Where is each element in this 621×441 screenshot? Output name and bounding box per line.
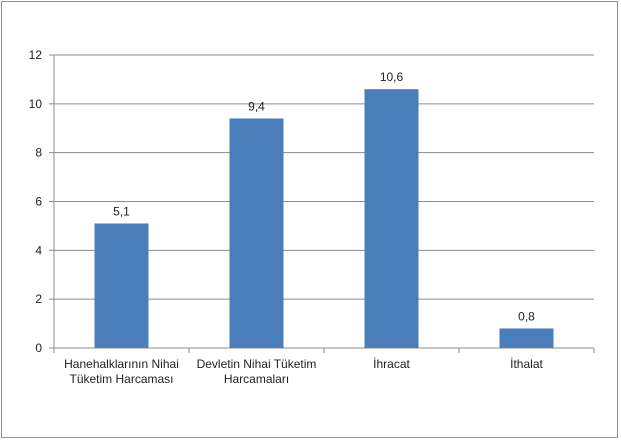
data-label: 10,6 [380, 70, 404, 84]
y-tick-label: 12 [29, 48, 43, 62]
bar [229, 118, 284, 348]
bar [499, 328, 554, 348]
bar [94, 223, 149, 348]
data-label: 5,1 [113, 204, 130, 218]
y-tick-label: 2 [35, 292, 42, 306]
y-tick-label: 10 [29, 97, 43, 111]
x-tick-label: Tüketim Harcaması [69, 372, 173, 386]
y-tick-label: 0 [35, 341, 42, 355]
bar [364, 89, 419, 348]
y-tick-label: 8 [35, 146, 42, 160]
data-label: 0,8 [518, 309, 535, 323]
y-tick-label: 4 [35, 243, 42, 257]
data-label: 9,4 [248, 99, 265, 113]
x-tick-label: Devletin Nihai Tüketim [197, 357, 317, 371]
x-tick-label: İhracat [373, 357, 410, 371]
x-tick-label: Harcamaları [224, 372, 289, 386]
x-tick-label: Hanehalklarının Nihai [64, 357, 179, 371]
y-tick-label: 6 [35, 195, 42, 209]
x-tick-label: İthalat [510, 357, 543, 371]
